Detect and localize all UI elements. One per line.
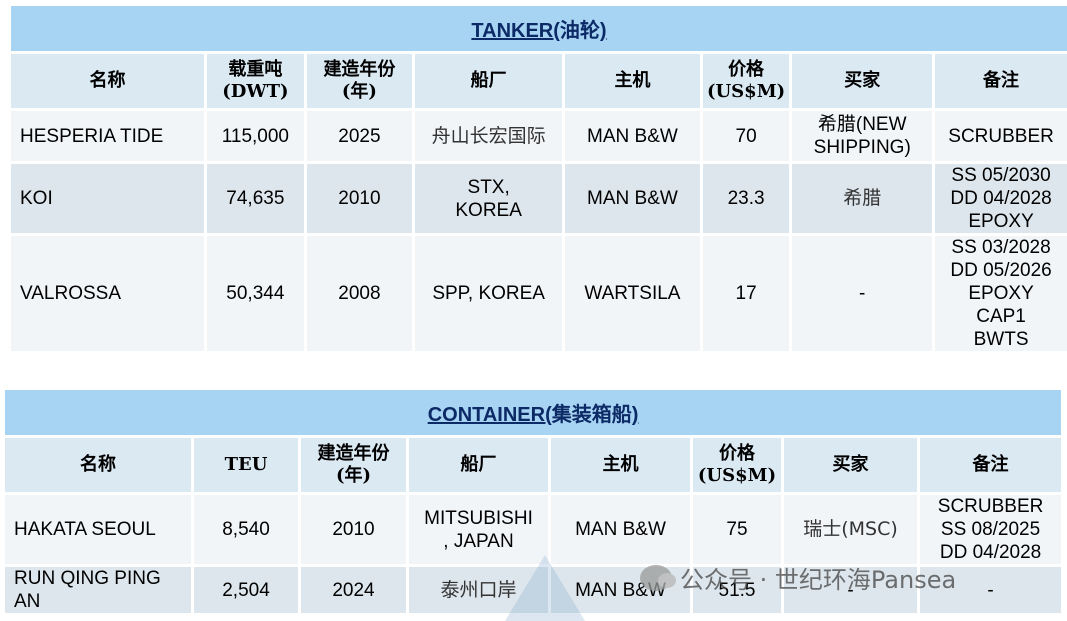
shipyard: 舟山长宏国际 <box>415 111 563 161</box>
wechat-icon <box>640 564 676 591</box>
container-header-year: 建造年份 (年) <box>301 438 406 492</box>
remarks: - <box>920 567 1062 613</box>
shipyard: STX, KOREA <box>415 164 563 233</box>
tanker-title-en: TANKER( <box>471 20 560 42</box>
buyer: 希腊 <box>792 164 933 233</box>
main-engine: MAN B&W <box>565 164 700 233</box>
tanker-header-year: 建造年份 (年) <box>306 54 413 108</box>
build-year: 2008 <box>306 236 413 351</box>
buyer: - <box>792 236 933 351</box>
dwt-value: 115,000 <box>207 111 304 161</box>
tanker-header-buyer: 买家 <box>792 54 933 108</box>
watermark: 公众号 · 世纪环海Pansea <box>640 560 956 595</box>
tanker-header-remarks: 备注 <box>935 54 1067 108</box>
remarks: SS 03/2028 DD 05/2026 EPOXY CAP1 BWTS <box>935 236 1067 351</box>
container-header-buyer: 买家 <box>784 438 917 492</box>
price-value: 70 <box>702 111 790 161</box>
remarks: SCRUBBER SS 08/2025 DD 04/2028 <box>920 495 1062 564</box>
shipyard: MITSUBISHI, JAPAN <box>409 495 548 564</box>
tanker-table: TANKER(油轮) 名称 载重吨 (DWT) 建造年份 (年) 船厂 主机 价格(… <box>8 3 1067 354</box>
main-engine: MAN B&W <box>551 495 690 564</box>
container-table: CONTAINER(集装箱船) 名称 TEU 建造年份 (年) 船厂 主机 价格(… <box>2 387 1064 616</box>
table-row: HESPERIA TIDE 115,000 2025 舟山长宏国际 MAN B&… <box>11 111 1067 161</box>
remarks: SS 05/2030 DD 04/2028 EPOXY <box>935 164 1067 233</box>
container-header-price: 价格 (US$M) <box>693 438 781 492</box>
buyer: 希腊(NEW SHIPPING) <box>792 111 933 161</box>
tanker-header-price: 价格 (US$M) <box>702 54 790 108</box>
container-title-cn: 集装箱船 <box>551 402 632 426</box>
shipyard: 泰州口岸 <box>409 567 548 613</box>
build-year: 2010 <box>301 495 406 564</box>
build-year: 2010 <box>306 164 413 233</box>
teu-value: 2,504 <box>194 567 298 613</box>
container-header-name: 名称 <box>5 438 191 492</box>
sail-watermark-graphic <box>505 555 585 621</box>
tanker-title-close: ) <box>599 20 607 42</box>
container-header-teu: TEU <box>194 438 298 492</box>
price-value: 23.3 <box>702 164 790 233</box>
container-title-en: CONTAINER( <box>427 404 552 426</box>
container-title-close: ) <box>631 404 639 426</box>
vessel-name: HAKATA SEOUL <box>5 495 191 564</box>
table-row: VALROSSA 50,344 2008 SPP, KOREA WARTSILA… <box>11 236 1067 351</box>
tanker-title-cn: 油轮 <box>559 18 600 42</box>
main-engine: MAN B&W <box>565 111 700 161</box>
teu-value: 8,540 <box>194 495 298 564</box>
price-value: 17 <box>702 236 790 351</box>
container-title: CONTAINER(集装箱船) <box>5 390 1062 435</box>
tanker-header-engine: 主机 <box>565 54 700 108</box>
tanker-title: TANKER(油轮) <box>11 6 1067 51</box>
build-year: 2024 <box>301 567 406 613</box>
tanker-header-dwt: 载重吨 (DWT) <box>207 54 304 108</box>
dwt-value: 74,635 <box>207 164 304 233</box>
tanker-header-yard: 船厂 <box>415 54 563 108</box>
tanker-header-name: 名称 <box>11 54 205 108</box>
table-row: HAKATA SEOUL 8,540 2010 MITSUBISHI, JAPA… <box>5 495 1062 564</box>
build-year: 2025 <box>306 111 413 161</box>
buyer: - <box>784 567 917 613</box>
container-header-remarks: 备注 <box>920 438 1062 492</box>
vessel-name: RUN QING PING AN <box>5 567 191 613</box>
buyer: 瑞士(MSC) <box>784 495 917 564</box>
vessel-name: KOI <box>11 164 205 233</box>
table-row: RUN QING PING AN 2,504 2024 泰州口岸 MAN B&W … <box>5 567 1062 613</box>
vessel-name: HESPERIA TIDE <box>11 111 205 161</box>
price-value: 75 <box>693 495 781 564</box>
vessel-name: VALROSSA <box>11 236 205 351</box>
table-row: KOI 74,635 2010 STX, KOREA MAN B&W 23.3 希… <box>11 164 1067 233</box>
container-header-yard: 船厂 <box>409 438 548 492</box>
dwt-value: 50,344 <box>207 236 304 351</box>
price-value: 51.5 <box>693 567 781 613</box>
container-header-engine: 主机 <box>551 438 690 492</box>
shipyard: SPP, KOREA <box>415 236 563 351</box>
watermark-text: 公众号 · 世纪环海Pansea <box>680 566 957 594</box>
remarks: SCRUBBER <box>935 111 1067 161</box>
main-engine: WARTSILA <box>565 236 700 351</box>
